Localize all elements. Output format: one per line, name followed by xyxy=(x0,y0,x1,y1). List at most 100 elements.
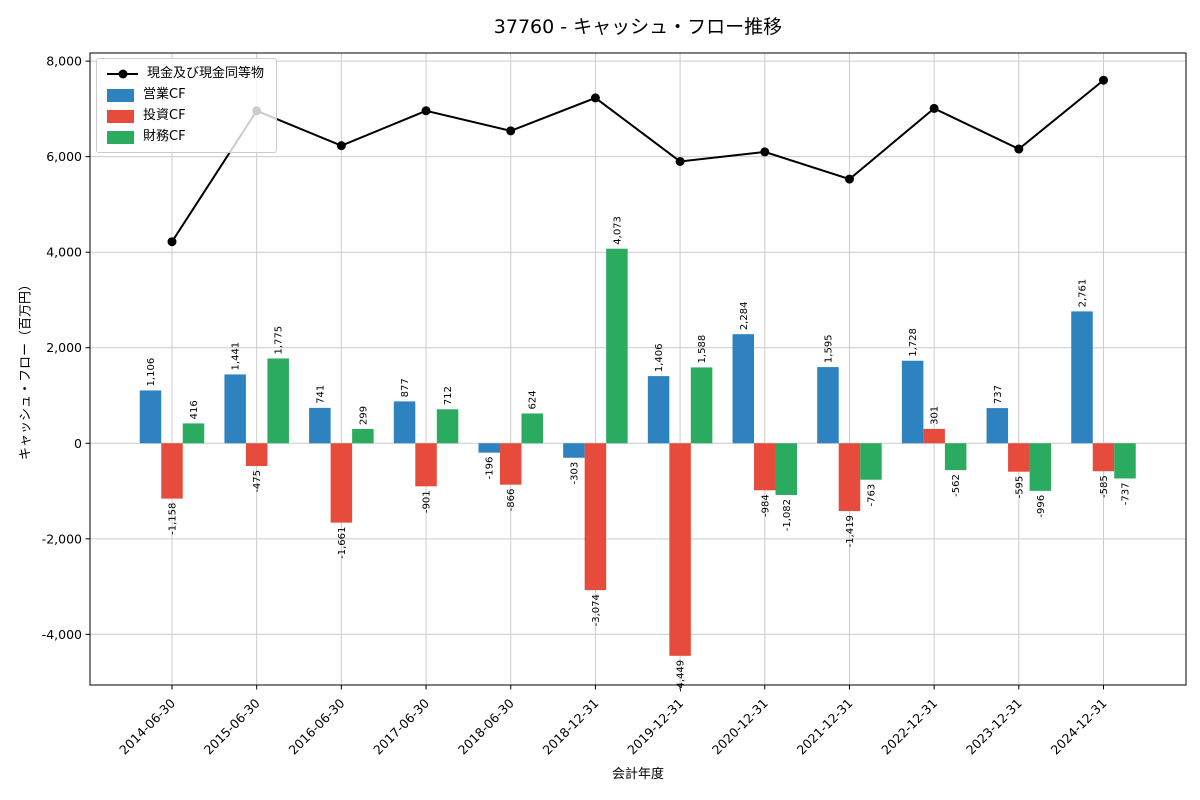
bar-label-financing-cf: 299 xyxy=(358,406,369,425)
bar-label-investing-cf: -3,074 xyxy=(591,594,602,626)
bar-label-financing-cf: 1,588 xyxy=(697,335,708,364)
bar-financing-cf xyxy=(182,423,205,444)
bar-operating-cf xyxy=(563,443,585,458)
bar-label-financing-cf: 624 xyxy=(528,390,539,409)
cash-line-marker xyxy=(929,103,939,113)
bar-investing-cf xyxy=(330,443,353,523)
bar-label-investing-cf: -901 xyxy=(422,490,433,513)
bar-financing-cf xyxy=(267,358,289,444)
bar-label-investing-cf: 301 xyxy=(930,406,941,425)
x-tick-label: 2018-06-30 xyxy=(455,695,517,757)
bar-label-operating-cf: 737 xyxy=(993,385,1004,404)
bar-operating-cf xyxy=(224,374,246,444)
bar-label-investing-cf: -475 xyxy=(252,470,263,493)
bar-label-operating-cf: 1,441 xyxy=(231,342,242,371)
x-tick-label: 2021-12-31 xyxy=(794,696,856,758)
cash-line-marker xyxy=(1014,144,1024,154)
bar-label-operating-cf: 1,106 xyxy=(146,358,157,387)
cash-line-marker xyxy=(506,126,516,136)
x-tick-label: 2014-06-30 xyxy=(116,695,178,757)
bar-label-operating-cf: 1,406 xyxy=(654,343,665,372)
bar-label-investing-cf: -585 xyxy=(1099,475,1110,498)
legend-swatch-operating-cf xyxy=(107,88,134,102)
cash-line-marker xyxy=(167,237,177,247)
y-tick-label: -4,000 xyxy=(42,627,82,642)
bar-label-operating-cf: 741 xyxy=(315,385,326,404)
bar-label-operating-cf: 877 xyxy=(400,378,411,397)
bar-label-financing-cf: -737 xyxy=(1121,482,1132,505)
bar-label-investing-cf: -595 xyxy=(1014,476,1025,499)
cash-line-marker xyxy=(590,93,600,103)
bar-investing-cf xyxy=(838,443,861,512)
bar-investing-cf xyxy=(669,443,691,656)
legend-item-cash: 現金及び現金同等物 xyxy=(107,66,264,82)
bar-investing-cf xyxy=(923,428,945,444)
bar-financing-cf xyxy=(860,443,882,480)
legend-label-financing-cf: 財務CF xyxy=(143,129,186,144)
x-tick-label: 2018-12-31 xyxy=(540,696,602,758)
bar-label-operating-cf: -303 xyxy=(569,462,580,485)
x-tick-label: 2015-06-30 xyxy=(201,695,263,757)
cash-line-marker xyxy=(336,141,346,151)
cash-line-marker xyxy=(1099,75,1108,85)
legend-item-operating-cf: 営業CF xyxy=(107,87,264,103)
bar-label-financing-cf: -562 xyxy=(951,474,962,497)
bar-investing-cf xyxy=(584,443,607,591)
bar-operating-cf xyxy=(901,360,924,444)
bar-label-financing-cf: 712 xyxy=(443,386,454,405)
x-tick-label: 2024-12-31 xyxy=(1048,696,1110,758)
x-tick-label: 2022-12-31 xyxy=(878,696,940,758)
bar-financing-cf xyxy=(606,248,628,444)
bar-label-investing-cf: -1,419 xyxy=(845,515,856,547)
bar-investing-cf xyxy=(754,443,776,491)
legend-line-sample-icon xyxy=(107,69,138,79)
bar-financing-cf xyxy=(352,428,374,444)
legend-item-financing-cf: 財務CF xyxy=(107,129,264,145)
chart-title: 37760 - キャッシュ・フロー推移 xyxy=(493,16,783,38)
bar-label-investing-cf: -4,449 xyxy=(676,660,687,692)
x-tick-label: 2017-06-30 xyxy=(370,695,432,757)
bar-label-investing-cf: -984 xyxy=(760,494,771,517)
bar-label-operating-cf: 2,761 xyxy=(1078,279,1089,308)
y-axis-label: キャッシュ・フロー（百万円） xyxy=(18,277,34,461)
cash-line-marker xyxy=(675,156,685,166)
y-tick-label: 0 xyxy=(74,436,82,451)
bar-label-financing-cf: -1,082 xyxy=(782,499,793,531)
bar-investing-cf xyxy=(245,443,268,466)
legend-swatch-financing-cf xyxy=(107,130,134,144)
bar-investing-cf xyxy=(499,443,522,485)
bar-label-financing-cf: -763 xyxy=(866,484,877,507)
bar-investing-cf xyxy=(161,443,183,499)
cash-line-marker xyxy=(421,106,431,116)
bar-investing-cf xyxy=(1008,443,1030,472)
bar-investing-cf xyxy=(415,443,437,487)
bar-label-investing-cf: -1,661 xyxy=(337,527,348,559)
legend-marker-icon xyxy=(118,69,127,79)
y-tick-label: 8,000 xyxy=(46,54,82,69)
bar-financing-cf xyxy=(1029,443,1052,491)
bar-label-operating-cf: 1,728 xyxy=(908,328,919,357)
x-axis-label: 会計年度 xyxy=(611,767,664,782)
bar-operating-cf xyxy=(817,367,839,444)
cash-line-marker xyxy=(760,147,770,157)
bar-operating-cf xyxy=(732,334,755,444)
bar-operating-cf xyxy=(309,407,331,444)
bar-financing-cf xyxy=(1114,443,1136,479)
bar-label-operating-cf: 1,595 xyxy=(823,334,834,363)
bar-operating-cf xyxy=(1071,311,1093,444)
bar-label-financing-cf: 416 xyxy=(189,400,200,419)
bar-investing-cf xyxy=(1092,443,1115,472)
plot-border xyxy=(89,52,1187,686)
x-tick-label: 2019-12-31 xyxy=(624,696,686,758)
bar-financing-cf xyxy=(944,443,967,471)
bar-label-financing-cf: 1,775 xyxy=(274,326,285,355)
legend-label-investing-cf: 投資CF xyxy=(143,108,186,123)
legend-swatch-investing-cf xyxy=(107,109,134,123)
cash-line xyxy=(171,79,1105,243)
bar-operating-cf xyxy=(647,376,670,444)
bar-financing-cf xyxy=(521,413,543,444)
bar-label-operating-cf: 2,284 xyxy=(739,302,750,331)
bar-financing-cf xyxy=(690,367,713,444)
